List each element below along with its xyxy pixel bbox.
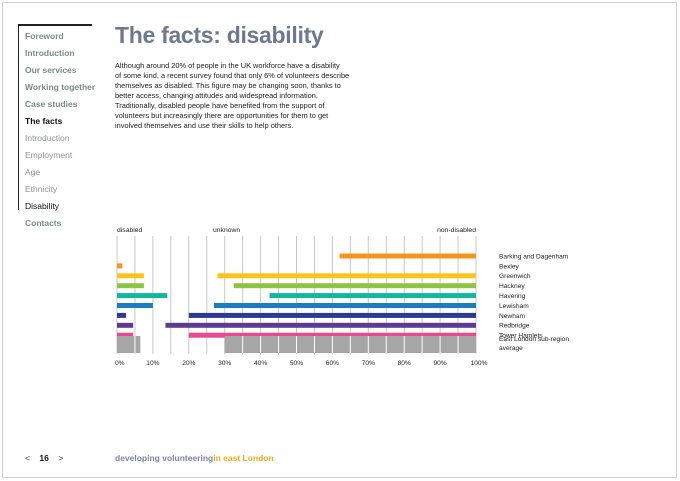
bar-non-disabled (217, 273, 476, 279)
sidebar-top-rule (18, 24, 92, 26)
series-label: Tower Hamlets (499, 333, 543, 340)
bar-non-disabled (339, 253, 476, 259)
prev-page-button[interactable]: < (25, 453, 30, 463)
segment-label-disabled: disabled (117, 227, 143, 234)
segment-label-unknown: unknown (213, 227, 240, 234)
sidebar-rule (18, 24, 19, 210)
body-line: themselves as disabled. This figure may … (115, 81, 341, 90)
series-label: Newham (499, 313, 526, 320)
sidebar-item-foreword[interactable]: Foreword (25, 31, 64, 41)
segment-label-non-disabled: non-disabled (437, 227, 476, 234)
body-line: involved themselves and use their skills… (115, 121, 294, 130)
bar-disabled (117, 322, 134, 328)
x-tick-label: 100% (471, 360, 488, 367)
intro-paragraph: Although around 20% of people in the UK … (115, 61, 385, 131)
page-title: The facts: disability (115, 22, 324, 48)
bar-disabled (117, 293, 168, 299)
body-line: of some kind, a recent survey found that… (115, 71, 350, 80)
series-label: Barking and Dagenham (499, 253, 569, 260)
x-tick-label: 80% (398, 360, 411, 367)
bar-disabled (117, 283, 144, 289)
sidebar-item-employment[interactable]: Employment (25, 150, 73, 160)
bar-disabled (117, 263, 123, 269)
bar-disabled (117, 312, 126, 318)
x-tick-label: 0% (115, 360, 125, 367)
x-tick-label: 20% (182, 360, 195, 367)
sidebar-item-age[interactable]: Age (25, 167, 41, 177)
series-label: Havering (499, 293, 526, 300)
x-tick-label: 50% (290, 360, 303, 367)
x-tick-label: 60% (326, 360, 339, 367)
sidebar-item-disability[interactable]: Disability (25, 201, 60, 211)
body-line: volunteers but increasingly there are op… (115, 111, 329, 120)
series-label: Greenwich (499, 273, 531, 280)
sidebar-item-introduction[interactable]: Introduction (25, 48, 75, 58)
bar-non-disabled (188, 312, 477, 318)
page-number: 16 (39, 453, 49, 463)
bar-non-disabled (213, 303, 476, 308)
footer-title: developing volunteering (115, 453, 214, 463)
bar-non-disabled (233, 283, 476, 289)
series-label: Redbridge (499, 323, 530, 330)
series-label: Bexley (499, 263, 519, 270)
average-label: East London sub-region (499, 336, 569, 343)
body-line: Although around 20% of people in the UK … (115, 61, 340, 70)
bar-average-disabled (117, 336, 141, 353)
sidebar-item-contacts[interactable]: Contacts (25, 218, 62, 228)
sidebar-item-introduction[interactable]: Introduction (25, 133, 70, 143)
next-page-button[interactable]: > (58, 453, 64, 463)
body-line: better access, changing attitudes and wi… (115, 91, 318, 100)
sidebar-item-case-studies[interactable]: Case studies (25, 99, 78, 109)
bar-disabled (117, 332, 134, 338)
sidebar-item-the-facts[interactable]: The facts (25, 116, 63, 126)
x-tick-label: 40% (254, 360, 267, 367)
bar-non-disabled (188, 332, 477, 338)
body-line: Traditionally, disabled people have bene… (115, 101, 325, 110)
x-tick-label: 90% (433, 360, 446, 367)
bar-disabled (117, 273, 144, 279)
average-label: average (499, 345, 523, 352)
series-label: Lewisham (499, 303, 529, 310)
footer-subtitle: in east London (213, 453, 274, 463)
page-navigation: < 16 > (25, 453, 63, 463)
bar-disabled (117, 303, 153, 308)
x-tick-label: 30% (218, 360, 231, 367)
sidebar-item-ethnicity[interactable]: Ethnicity (25, 184, 58, 194)
x-tick-label: 70% (362, 360, 375, 367)
bar-non-disabled (165, 322, 476, 328)
series-label: Hackney (499, 283, 525, 290)
sidebar-item-working-together[interactable]: Working together (25, 82, 96, 92)
bar-non-disabled (269, 293, 476, 299)
sidebar-item-our-services[interactable]: Our services (25, 65, 77, 75)
x-tick-label: 10% (146, 360, 159, 367)
